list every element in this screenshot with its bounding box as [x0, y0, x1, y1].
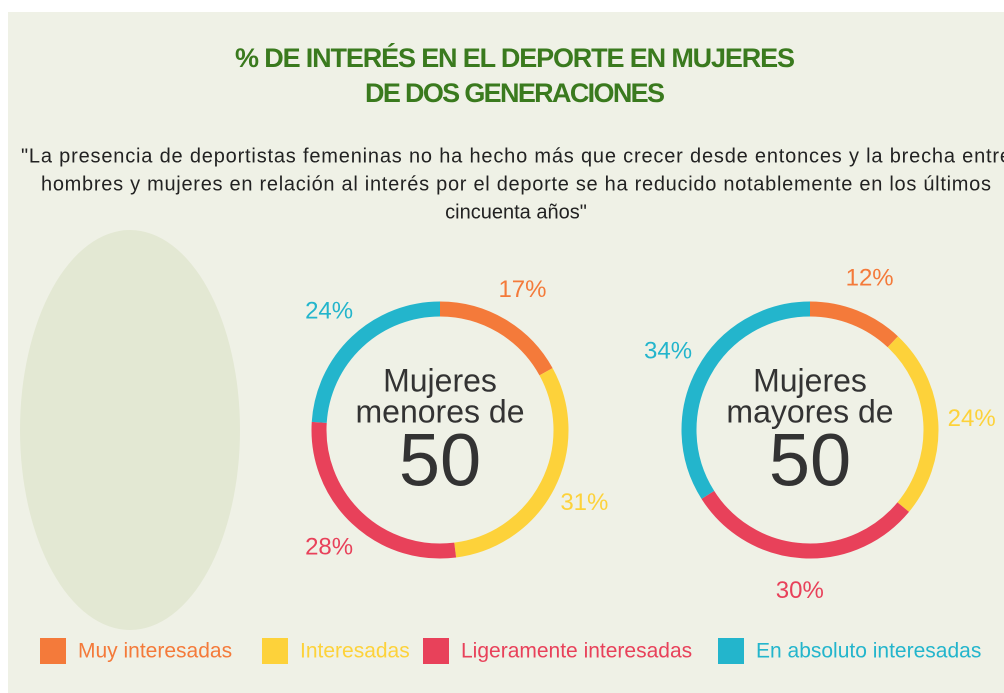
title-line: % DE INTERÉS EN EL DEPORTE EN MUJERES [235, 42, 795, 73]
legend-label: Interesadas [300, 640, 410, 663]
center-label: Mujeres [383, 362, 497, 398]
value-label: 28% [305, 533, 353, 560]
value-label: 30% [776, 577, 824, 604]
donut-segment [701, 490, 910, 559]
center-label: mayores de [726, 393, 893, 429]
value-label: 31% [560, 489, 608, 516]
legend-swatch [718, 638, 744, 664]
legend-label: Muy interesadas [78, 640, 232, 663]
value-label: 34% [644, 337, 692, 364]
center-label: menores de [356, 393, 525, 429]
value-label: 12% [846, 265, 894, 292]
center-label: 50 [769, 419, 851, 502]
donut-segment [439, 301, 553, 376]
legend-swatch [423, 638, 449, 664]
donut-segment [887, 336, 939, 512]
legend-swatch [262, 638, 288, 664]
donut-segment [311, 301, 441, 423]
center-label: Mujeres [753, 362, 867, 398]
donut-segment [809, 301, 898, 348]
donut-segment [454, 368, 569, 558]
quote-line: cincuenta años" [445, 201, 587, 223]
donut-segment [681, 301, 811, 499]
legend-label: Ligeramente interesadas [461, 640, 692, 663]
value-label: 24% [948, 405, 996, 432]
legend-swatch [40, 638, 66, 664]
donut-segment [311, 421, 457, 559]
quote-line: hombres y mujeres en relación al interés… [41, 173, 991, 195]
value-label: 24% [305, 297, 353, 324]
silhouette [20, 230, 240, 630]
value-label: 17% [498, 276, 546, 303]
center-label: 50 [399, 419, 481, 502]
title-line: DE DOS GENERACIONES [365, 78, 665, 108]
legend-label: En absoluto interesadas [756, 640, 981, 663]
quote-line: "La presencia de deportistas femeninas n… [21, 145, 1004, 167]
